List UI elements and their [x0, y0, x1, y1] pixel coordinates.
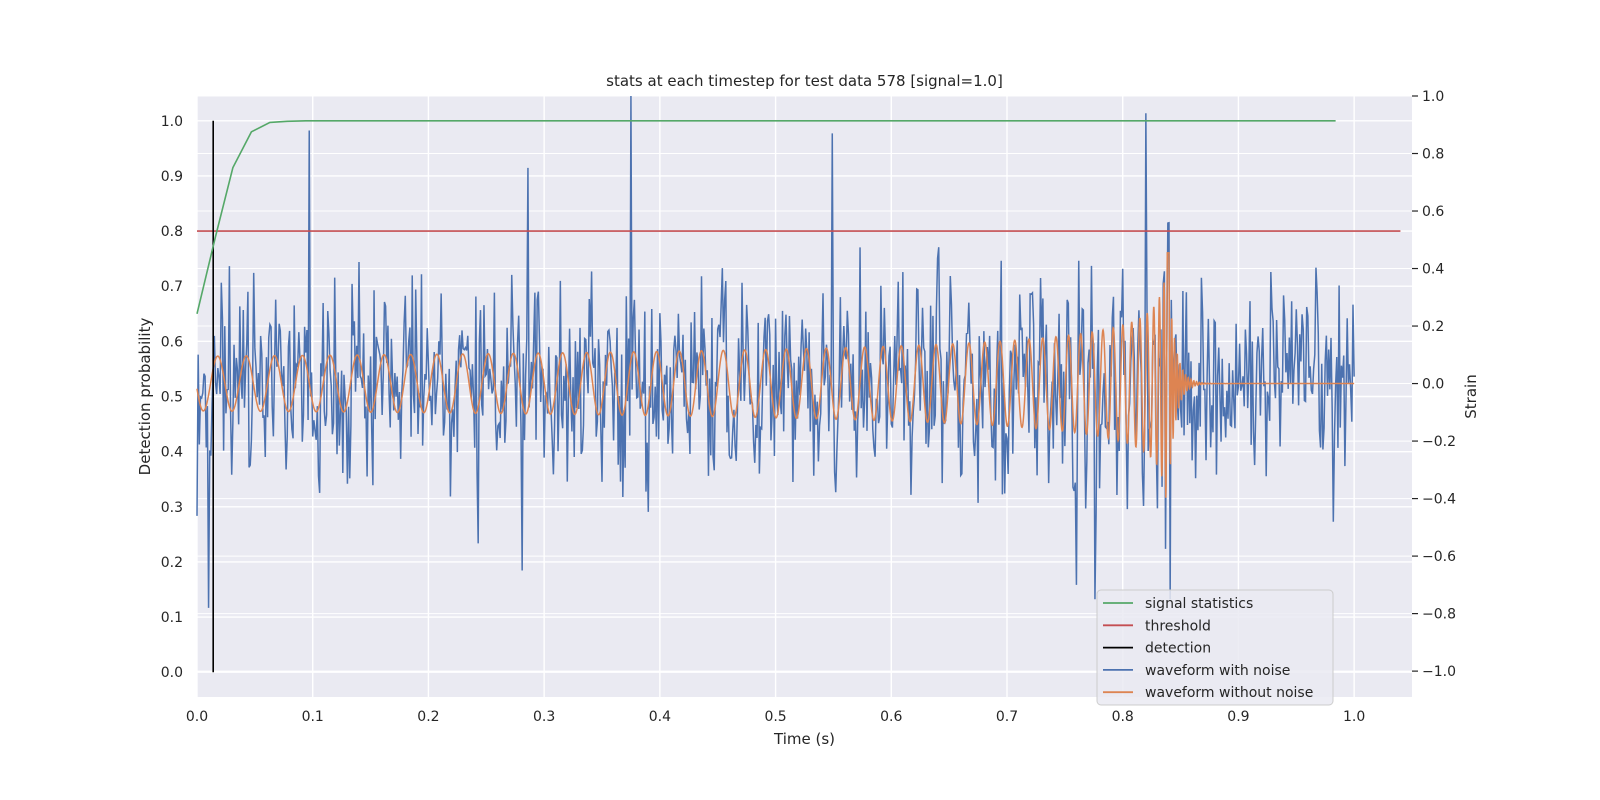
legend-label: waveform without noise — [1145, 685, 1313, 701]
x-ticks: 0.0 0.1 0.2 0.3 0.4 0.5 0.6 0.7 0.8 0.9 1.0 — [186, 709, 1365, 725]
legend-label: signal statistics — [1145, 596, 1253, 612]
y-ticks-right: −1.0 −0.8 −0.6 −0.4 −0.2 0.0 0.2 0.4 0.6 0.8 1.0 — [1412, 89, 1456, 680]
y-tick-label-left: 0.9 — [161, 169, 183, 185]
y-tick-label-right: 0.0 — [1422, 377, 1444, 393]
x-tick-label: 0.1 — [302, 709, 324, 725]
y-tick-label-left: 0.4 — [161, 445, 183, 461]
series-signal-statistics — [196, 120, 1336, 314]
series-waveform-without-noise — [196, 252, 1355, 498]
x-tick-label: 0.3 — [533, 709, 555, 725]
y-tick-label-right: 0.8 — [1422, 147, 1444, 163]
legend-label: threshold — [1145, 618, 1211, 634]
y-tick-label-right: −1.0 — [1422, 664, 1456, 680]
y-tick-label-right: −0.8 — [1422, 607, 1456, 623]
series-layer — [196, 95, 1401, 673]
x-tick-label: 0.5 — [764, 709, 786, 725]
y-tick-label-right: −0.4 — [1422, 492, 1456, 508]
x-tick-label: 1.0 — [1343, 709, 1365, 725]
legend-label: detection — [1145, 641, 1211, 657]
y-tick-label-left: 0.0 — [161, 665, 183, 681]
y-axis-label-left: Detection probability — [136, 318, 154, 476]
chart-title: stats at each timestep for test data 578… — [606, 72, 1003, 90]
legend-box — [1096, 589, 1334, 706]
x-tick-label: 0.4 — [649, 709, 671, 725]
x-tick-label: 0.2 — [417, 709, 439, 725]
y-tick-label-right: 0.2 — [1422, 319, 1444, 335]
y-tick-label-right: −0.2 — [1422, 434, 1456, 450]
legend: signal statistics threshold detection wavef… — [1096, 589, 1334, 706]
x-tick-label: 0.6 — [880, 709, 902, 725]
x-tick-label: 0.0 — [186, 709, 208, 725]
y-axis-label-right: Strain — [1462, 374, 1480, 418]
y-tick-label-left: 0.5 — [161, 390, 183, 406]
x-tick-label: 0.8 — [1112, 709, 1134, 725]
y-tick-label-right: 0.4 — [1422, 262, 1444, 278]
y-tick-label-left: 0.2 — [161, 555, 183, 571]
y-tick-label-left: 0.7 — [161, 279, 183, 295]
x-tick-label: 0.9 — [1227, 709, 1249, 725]
x-axis-label: Time (s) — [773, 730, 835, 748]
y-tick-label-left: 0.1 — [161, 610, 183, 626]
y-tick-label-left: 0.3 — [161, 500, 183, 516]
y-tick-label-right: 1.0 — [1422, 89, 1444, 105]
legend-label: waveform with noise — [1145, 663, 1290, 679]
y-tick-label-left: 0.8 — [161, 224, 183, 240]
y-tick-label-right: 0.6 — [1422, 204, 1444, 220]
y-tick-label-right: −0.6 — [1422, 549, 1456, 565]
x-tick-label: 0.7 — [996, 709, 1018, 725]
y-ticks-left: 0.0 0.1 0.2 0.3 0.4 0.5 0.6 0.7 0.8 0.9 1.0 — [161, 114, 183, 681]
y-tick-label-left: 0.6 — [161, 334, 183, 350]
y-tick-label-left: 1.0 — [161, 114, 183, 130]
